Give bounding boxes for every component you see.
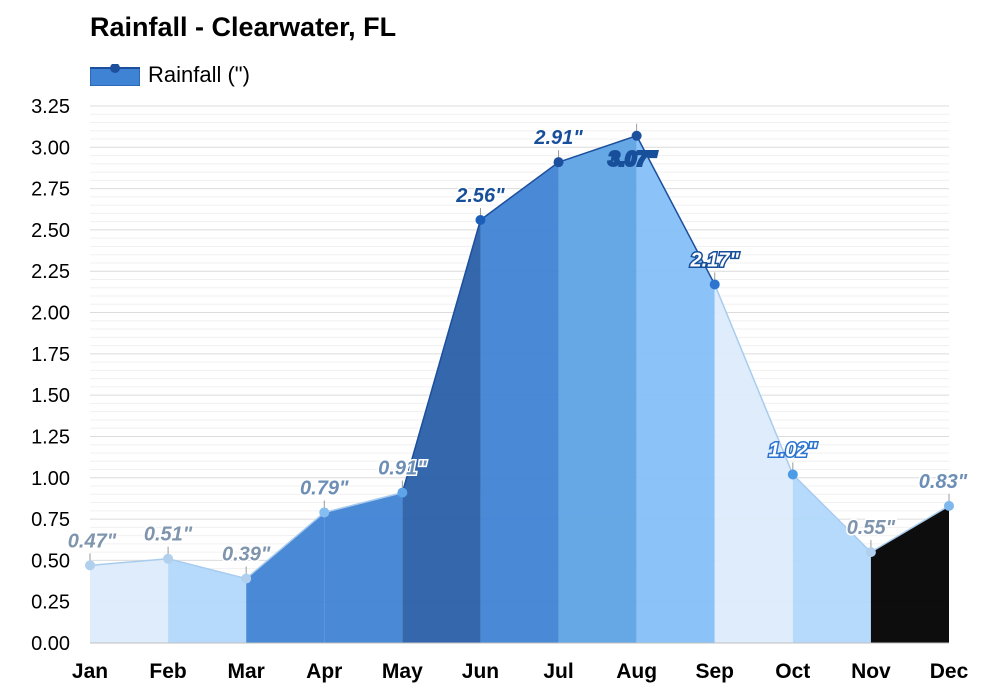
area-band bbox=[714, 284, 793, 643]
y-tick-label: 1.50 bbox=[31, 385, 70, 407]
data-label: 2.56" bbox=[455, 185, 505, 207]
series-line-segment bbox=[792, 473, 872, 553]
area-band bbox=[870, 505, 949, 643]
x-tick-label: Dec bbox=[930, 660, 969, 683]
x-tick-label: Jan bbox=[72, 660, 108, 683]
series-line-segment bbox=[714, 284, 794, 475]
y-tick-label: 3.00 bbox=[31, 137, 70, 159]
x-tick-label: Nov bbox=[851, 660, 891, 683]
data-point bbox=[865, 547, 876, 558]
x-tick-label: Mar bbox=[228, 660, 265, 683]
chart-title: Rainfall - Clearwater, FL bbox=[90, 12, 397, 42]
x-tick-label: Sep bbox=[695, 660, 734, 683]
series-line-segment bbox=[89, 557, 169, 567]
data-label: 0.55" bbox=[847, 517, 896, 539]
data-point bbox=[944, 500, 954, 511]
y-tick-label: 1.00 bbox=[31, 468, 70, 490]
data-point bbox=[787, 469, 798, 480]
data-point bbox=[85, 560, 95, 571]
data-label: 0.47" bbox=[68, 530, 117, 552]
data-label: 0.83" bbox=[919, 471, 968, 493]
area-band bbox=[246, 512, 325, 643]
area-band bbox=[558, 135, 637, 644]
area-band bbox=[792, 474, 871, 643]
data-point bbox=[553, 157, 564, 168]
x-tick-label: Oct bbox=[775, 660, 810, 683]
y-tick-label: 0.25 bbox=[31, 592, 70, 614]
x-tick-label: Feb bbox=[149, 660, 186, 683]
series-line-segment bbox=[480, 161, 559, 221]
data-label: 3.07" bbox=[608, 149, 657, 171]
data-label: 0.39" bbox=[222, 544, 271, 566]
data-point bbox=[163, 553, 174, 564]
data-point bbox=[241, 573, 252, 584]
series-line-segment bbox=[245, 511, 325, 580]
x-tick-label: May bbox=[382, 660, 423, 683]
area-band bbox=[324, 492, 403, 643]
series-line-segment bbox=[558, 135, 637, 163]
area-band bbox=[636, 135, 715, 644]
data-label: 1.02" bbox=[769, 439, 818, 461]
area-band bbox=[480, 162, 559, 643]
x-tick-label: Jul bbox=[543, 660, 573, 683]
y-tick-label: 0.75 bbox=[31, 509, 70, 531]
series-line-segment bbox=[401, 219, 482, 493]
series-line-segment bbox=[167, 558, 247, 580]
legend: Rainfall (") bbox=[89, 60, 250, 90]
data-point bbox=[709, 279, 720, 290]
data-point bbox=[319, 507, 330, 518]
data-label: 0.91" bbox=[378, 458, 427, 480]
series-line-segment bbox=[635, 135, 716, 285]
data-label: 0.79" bbox=[300, 477, 349, 499]
area-band bbox=[90, 558, 169, 643]
y-tick-label: 1.75 bbox=[31, 344, 70, 366]
series-line-segment bbox=[870, 505, 950, 553]
x-tick-label: Jun bbox=[462, 660, 499, 683]
data-point bbox=[475, 215, 486, 226]
y-tick-label: 0.00 bbox=[31, 633, 70, 655]
area-band bbox=[402, 220, 481, 644]
y-tick-label: 1.25 bbox=[31, 426, 70, 448]
y-tick-label: 2.50 bbox=[31, 220, 70, 242]
y-tick-label: 2.00 bbox=[31, 303, 70, 325]
legend-label: Rainfall (") bbox=[148, 62, 250, 87]
y-tick-label: 2.75 bbox=[31, 179, 70, 201]
data-label: 0.51" bbox=[144, 524, 193, 546]
y-tick-label: 0.50 bbox=[31, 550, 70, 572]
data-point bbox=[631, 130, 642, 141]
y-tick-label: 3.25 bbox=[31, 96, 70, 118]
area-band bbox=[168, 558, 247, 643]
data-point bbox=[397, 487, 408, 498]
series-line-segment bbox=[324, 491, 403, 514]
data-label: 2.17" bbox=[690, 249, 740, 271]
data-label: 2.91" bbox=[533, 127, 583, 149]
x-tick-label: Aug bbox=[616, 660, 657, 683]
y-tick-label: 2.25 bbox=[31, 261, 70, 283]
x-tick-label: Apr bbox=[306, 660, 342, 683]
